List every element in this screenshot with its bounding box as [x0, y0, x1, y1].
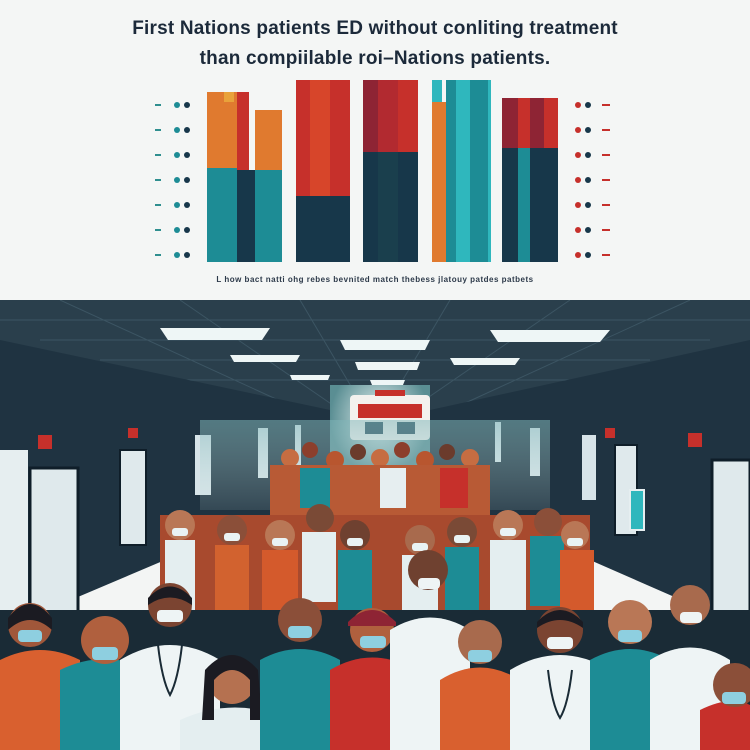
distant-crowd — [270, 442, 490, 515]
foreground-crowd — [0, 550, 750, 750]
wall-panel — [629, 489, 645, 531]
title-line-2: than compiilable roi–Nations patients. — [199, 48, 551, 69]
bar-chart-graphic — [155, 80, 610, 262]
mask-icon — [172, 528, 583, 551]
left-dot-markers — [155, 102, 190, 258]
chart-panel: First Nations patients ED without conlit… — [0, 0, 750, 300]
bar-group-4 — [432, 80, 491, 262]
right-dot-markers — [575, 102, 610, 258]
left-wall — [0, 340, 330, 630]
bar-group-5 — [502, 98, 558, 262]
bar-group-3 — [363, 80, 418, 262]
bar-group-1 — [207, 92, 282, 262]
caption: L how bact natti ohg rebes bevnited matc… — [216, 275, 534, 284]
hospital-corridor-illustration — [0, 300, 750, 750]
ceiling-lights — [160, 328, 610, 385]
title-line-1: First Nations patients ED without conlit… — [132, 18, 618, 39]
ed-sign-icon — [38, 428, 702, 449]
bar-group-2 — [296, 80, 350, 262]
mid-crowd — [160, 504, 594, 625]
stethoscope-icon — [157, 644, 183, 698]
